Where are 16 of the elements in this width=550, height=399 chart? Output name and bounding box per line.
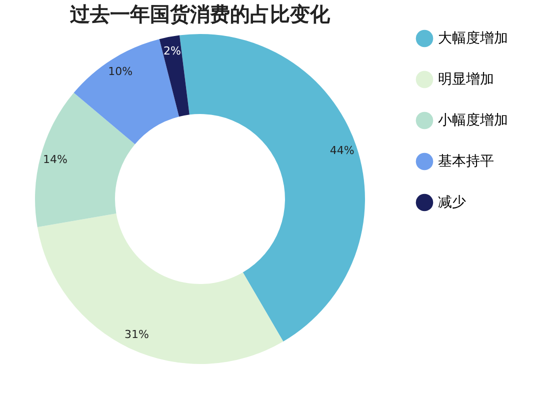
data-label: 31% [124, 328, 149, 341]
chart-title: 过去一年国货消费的占比变化 [69, 2, 331, 26]
donut-slice [37, 213, 284, 364]
legend-label: 减少 [438, 194, 466, 210]
donut-slice [180, 34, 365, 342]
data-label: 10% [108, 64, 133, 78]
donut-slice [159, 35, 190, 117]
data-label: 2% [163, 44, 181, 58]
donut-slice [35, 92, 135, 228]
legend-label: 小幅度增加 [438, 112, 508, 128]
legend-label: 明显增加 [438, 72, 494, 88]
legend-label: 基本持平 [438, 154, 494, 170]
data-label: 44% [330, 144, 354, 157]
legend-label: 大幅度增加 [438, 30, 508, 46]
donut-slice [74, 39, 180, 144]
data-label: 14% [42, 152, 68, 166]
